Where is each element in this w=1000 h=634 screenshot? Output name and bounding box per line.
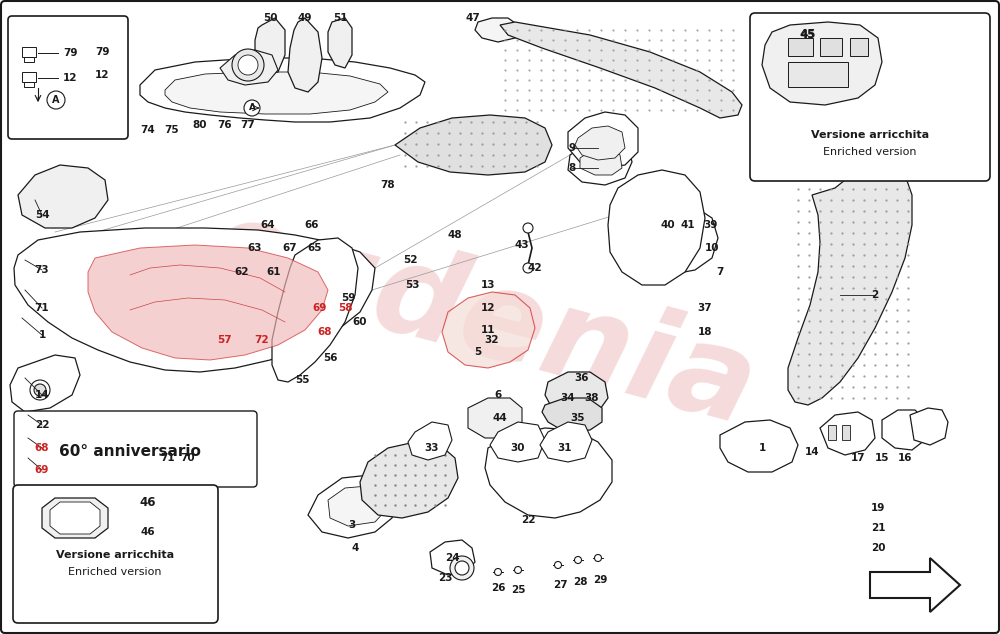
Text: 58: 58 (338, 303, 352, 313)
Text: 71: 71 (35, 303, 49, 313)
Text: 37: 37 (698, 303, 712, 313)
Polygon shape (882, 410, 925, 450)
Text: 62: 62 (235, 267, 249, 277)
Text: 46: 46 (141, 527, 155, 537)
Polygon shape (140, 58, 425, 122)
Text: 44: 44 (493, 413, 507, 423)
Text: 17: 17 (851, 453, 865, 463)
Circle shape (523, 263, 533, 273)
Bar (24, 82, 34, 87)
Polygon shape (395, 115, 552, 175)
Circle shape (244, 100, 260, 116)
Text: 4: 4 (351, 543, 359, 553)
Circle shape (455, 561, 469, 575)
Text: 71: 71 (161, 453, 175, 463)
Text: 20: 20 (871, 543, 885, 553)
Text: 19: 19 (871, 503, 885, 513)
Text: 12: 12 (63, 73, 77, 83)
Circle shape (554, 562, 562, 569)
Text: 9: 9 (568, 143, 576, 153)
Text: 80: 80 (193, 120, 207, 130)
Text: 25: 25 (511, 585, 525, 595)
Text: 3: 3 (348, 520, 356, 530)
Polygon shape (88, 245, 328, 360)
Text: 57: 57 (218, 335, 232, 345)
Text: A: A (248, 103, 256, 112)
Text: 40: 40 (661, 220, 675, 230)
Polygon shape (475, 18, 518, 42)
Bar (22, 47, 36, 57)
Polygon shape (568, 112, 638, 168)
Text: 35: 35 (571, 413, 585, 423)
Text: 79: 79 (63, 48, 77, 58)
Circle shape (41, 424, 49, 432)
Polygon shape (430, 540, 475, 575)
Text: 75: 75 (165, 125, 179, 135)
Polygon shape (14, 228, 375, 372)
Text: 63: 63 (248, 243, 262, 253)
Polygon shape (568, 138, 632, 185)
Text: 38: 38 (585, 393, 599, 403)
Text: 69: 69 (35, 465, 49, 475)
Text: 43: 43 (515, 240, 529, 250)
Text: 78: 78 (381, 180, 395, 190)
Text: 67: 67 (283, 243, 297, 253)
FancyBboxPatch shape (13, 485, 218, 623)
Text: 51: 51 (333, 13, 347, 23)
Bar (850, 38, 868, 56)
Text: 45: 45 (800, 29, 816, 41)
Polygon shape (165, 72, 388, 114)
Text: Enriched version: Enriched version (823, 147, 917, 157)
Polygon shape (60, 432, 130, 482)
FancyBboxPatch shape (750, 13, 990, 181)
Polygon shape (485, 428, 612, 518)
Polygon shape (10, 355, 80, 412)
Polygon shape (762, 22, 882, 105)
Circle shape (34, 384, 46, 396)
Bar (788, 38, 813, 56)
Text: 70: 70 (181, 453, 195, 463)
Polygon shape (308, 475, 398, 538)
Text: 69: 69 (313, 303, 327, 313)
Text: 22: 22 (521, 515, 535, 525)
Circle shape (594, 555, 602, 562)
Text: Enriched version: Enriched version (68, 567, 162, 577)
Text: 61: 61 (267, 267, 281, 277)
Text: 47: 47 (466, 13, 480, 23)
Polygon shape (328, 18, 352, 68)
Polygon shape (820, 412, 875, 455)
Text: 64: 64 (261, 220, 275, 230)
Text: Versione arricchita: Versione arricchita (811, 130, 929, 140)
Text: 14: 14 (35, 390, 49, 400)
Text: 12: 12 (95, 70, 109, 80)
Text: 54: 54 (35, 210, 49, 220)
Text: 24: 24 (445, 553, 459, 563)
Polygon shape (612, 202, 718, 275)
Text: 72: 72 (255, 335, 269, 345)
Text: 33: 33 (425, 443, 439, 453)
Text: 36: 36 (575, 373, 589, 383)
Circle shape (523, 223, 533, 233)
Text: 22: 22 (35, 420, 49, 430)
Text: 48: 48 (448, 230, 462, 240)
Bar (828, 425, 836, 440)
Polygon shape (542, 398, 602, 432)
Text: 16: 16 (898, 453, 912, 463)
Text: 23: 23 (438, 573, 452, 583)
Polygon shape (720, 420, 798, 472)
Text: 65: 65 (308, 243, 322, 253)
Text: 7: 7 (716, 267, 724, 277)
Text: 32: 32 (485, 335, 499, 345)
Polygon shape (220, 50, 278, 85)
Text: 34: 34 (561, 393, 575, 403)
Polygon shape (288, 18, 322, 92)
Polygon shape (608, 170, 705, 285)
Bar (788, 62, 848, 87)
Polygon shape (442, 292, 535, 368)
Circle shape (30, 380, 50, 400)
Text: 59: 59 (341, 293, 355, 303)
Text: 28: 28 (573, 577, 587, 587)
Text: 26: 26 (491, 583, 505, 593)
Polygon shape (490, 422, 545, 462)
